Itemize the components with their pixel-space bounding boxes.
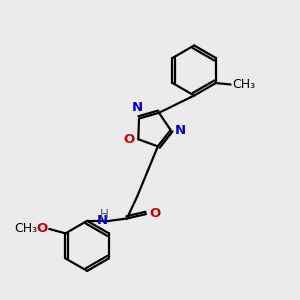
Text: N: N: [175, 124, 186, 136]
Text: O: O: [37, 222, 48, 235]
Text: N: N: [132, 101, 143, 114]
Text: H: H: [100, 208, 108, 221]
Text: CH₃: CH₃: [14, 222, 37, 235]
Text: O: O: [149, 207, 160, 220]
Text: CH₃: CH₃: [232, 78, 255, 91]
Text: N: N: [97, 214, 108, 227]
Text: O: O: [123, 133, 134, 146]
